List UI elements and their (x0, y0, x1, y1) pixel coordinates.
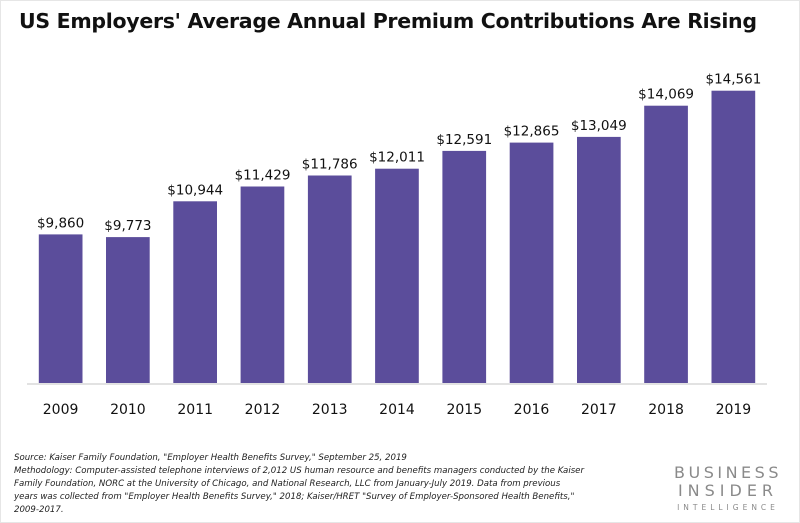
x-tick-label-2011: 2011 (177, 402, 213, 418)
logo-line-business: BUSINESS (674, 463, 782, 482)
footnote-methodology-line-3: years was collected from "Employer Healt… (14, 492, 575, 502)
value-labels-group: $9,860 $9,773 $10,944 $11,429 $11,786 $12,011… (37, 72, 761, 234)
footnote-methodology-line-1: Methodology: Computer-assisted telephone… (14, 466, 585, 476)
x-tick-label-2015: 2015 (446, 402, 482, 418)
bar-2013 (307, 175, 352, 383)
bar-2017 (577, 136, 621, 383)
value-label-2011: $10,944 (167, 182, 223, 198)
bar-2009 (38, 234, 83, 383)
x-tick-label-2013: 2013 (312, 402, 348, 418)
value-label-2015: $12,591 (436, 132, 492, 148)
bar-2016 (509, 142, 554, 383)
footnote-source: Source: Kaiser Family Foundation, "Emplo… (14, 453, 407, 463)
value-label-2014: $12,011 (369, 150, 425, 166)
value-label-2013: $11,786 (302, 157, 358, 173)
x-tick-label-2018: 2018 (648, 402, 684, 418)
value-label-2012: $11,429 (235, 168, 291, 184)
bar-2019 (711, 90, 756, 383)
bar-2014 (375, 168, 419, 383)
value-label-2018: $14,069 (638, 87, 694, 103)
x-tick-label-2014: 2014 (379, 402, 415, 418)
x-tick-label-2019: 2019 (716, 402, 752, 418)
value-label-2017: $13,049 (571, 118, 627, 134)
logo-line-intelligence: INTELLIGENCE (677, 503, 779, 512)
x-tick-label-2017: 2017 (581, 402, 617, 418)
x-tick-label-2016: 2016 (514, 402, 550, 418)
bar-2015 (442, 150, 487, 383)
bars-group (38, 90, 756, 383)
value-label-2016: $12,865 (504, 124, 560, 140)
footnote: Source: Kaiser Family Foundation, "Emplo… (14, 452, 585, 517)
bar-2010 (106, 237, 150, 383)
x-tick-label-2009: 2009 (43, 402, 79, 418)
business-insider-intelligence-logo: BUSINESS INSIDER INTELLIGENCE (666, 464, 790, 514)
bar-2011 (173, 201, 217, 383)
footnote-methodology-line-4: 2009-2017. (14, 505, 64, 515)
x-tick-labels-group: 2009 2010 2011 2012 2013 2014 2015 2016 2017 2018… (43, 402, 751, 418)
x-tick-label-2012: 2012 (245, 402, 281, 418)
value-label-2010: $9,773 (104, 218, 151, 234)
bar-chart: $9,860 $9,773 $10,944 $11,429 $11,786 $12,011… (27, 72, 767, 418)
footnote-methodology-line-2: Family Foundation, NORC at the Universit… (14, 479, 561, 489)
chart-title: US Employers' Average Annual Premium Con… (19, 9, 757, 33)
logo-line-insider: INSIDER (677, 481, 779, 500)
value-label-2019: $14,561 (705, 72, 761, 88)
bar-2018 (644, 105, 688, 383)
x-tick-label-2010: 2010 (110, 402, 146, 418)
value-label-2009: $9,860 (37, 215, 84, 231)
bar-2012 (240, 186, 285, 383)
